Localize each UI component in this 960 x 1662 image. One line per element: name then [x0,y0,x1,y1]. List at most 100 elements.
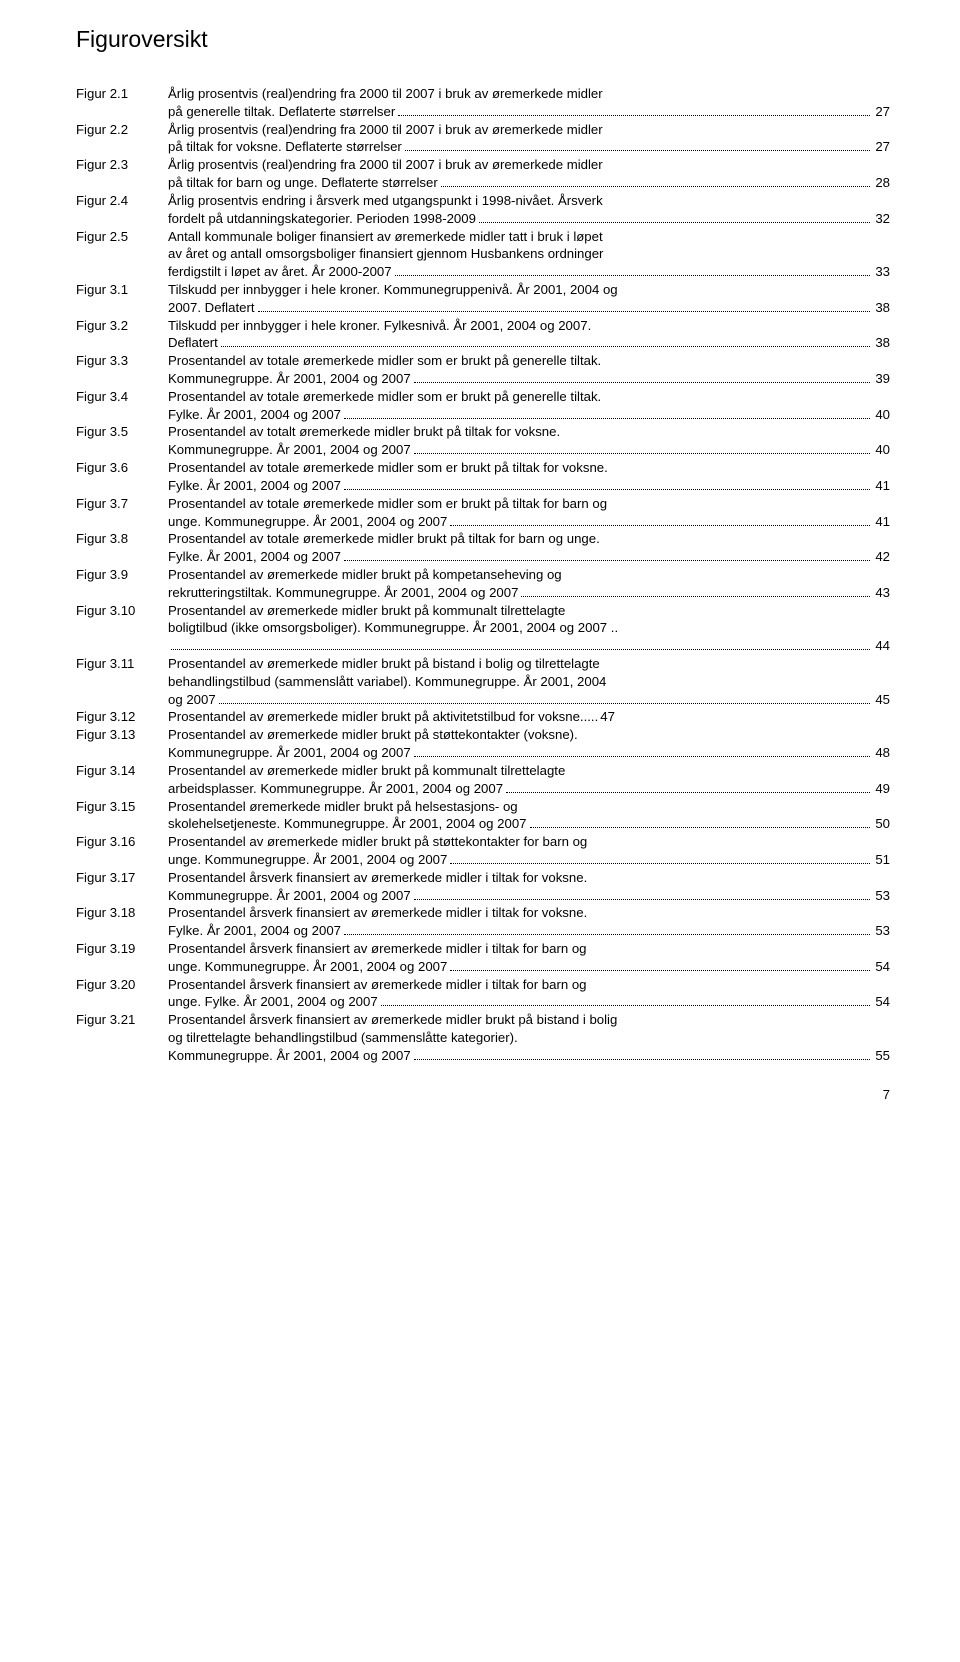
figure-label: Figur 3.18 [76,904,168,940]
dot-leader [414,443,871,454]
entry-text: behandlingstilbud (sammenslått variabel)… [168,673,606,691]
dot-leader [344,924,870,935]
dot-leader [450,960,870,971]
figure-description: Prosentandel øremerkede midler brukt på … [168,798,890,834]
entry-text: Tilskudd per innbygger i hele kroner. Fy… [168,317,591,335]
page-ref: 40 [873,441,890,459]
entry-text: Fylke. År 2001, 2004 og 2007 [168,477,341,495]
figure-description: Årlig prosentvis endring i årsverk med u… [168,192,890,228]
entry-text: og tilrettelagte behandlingstilbud (samm… [168,1029,518,1047]
entry-text: Prosentandel av øremerkede midler brukt … [168,726,578,744]
figure-entry: Figur 2.5Antall kommunale boliger finans… [76,228,890,281]
entry-text: Kommunegruppe. År 2001, 2004 og 2007 [168,744,411,762]
dot-leader [450,514,870,525]
dot-leader [344,407,870,418]
figure-entry: Figur 3.6Prosentandel av totale øremerke… [76,459,890,495]
dot-leader [171,639,870,650]
entry-text: Årlig prosentvis (real)endring fra 2000 … [168,121,603,139]
entry-text: Årlig prosentvis (real)endring fra 2000 … [168,85,603,103]
figure-description: Tilskudd per innbygger i hele kroner. Ko… [168,281,890,317]
entry-text: Prosentandel av totale øremerkede midler… [168,530,600,548]
page-ref: 33 [873,263,890,281]
figure-entry: Figur 3.2Tilskudd per innbygger i hele k… [76,317,890,353]
figure-label: Figur 3.21 [76,1011,168,1064]
entry-text: Prosentandel av totale øremerkede midler… [168,352,601,370]
figure-description: Prosentandel av øremerkede midler brukt … [168,762,890,798]
entry-text: Årlig prosentvis (real)endring fra 2000 … [168,156,603,174]
figure-description: Prosentandel årsverk finansiert av øreme… [168,940,890,976]
dot-leader [395,265,871,276]
figure-entry: Figur 3.13Prosentandel av øremerkede mid… [76,726,890,762]
figure-entry: Figur 3.3Prosentandel av totale øremerke… [76,352,890,388]
entry-text: rekrutteringstiltak. Kommunegruppe. År 2… [168,584,518,602]
figure-entry: Figur 3.14Prosentandel av øremerkede mid… [76,762,890,798]
page-ref: 32 [873,210,890,228]
figure-label: Figur 2.1 [76,85,168,121]
page-title: Figuroversikt [76,26,890,53]
entry-text: arbeidsplasser. Kommunegruppe. År 2001, … [168,780,503,798]
dot-leader [506,781,870,792]
figure-description: Prosentandel av totale øremerkede midler… [168,352,890,388]
entry-text: unge. Kommunegruppe. År 2001, 2004 og 20… [168,513,447,531]
figure-description: Prosentandel av totale øremerkede midler… [168,530,890,566]
entry-text: Prosentandel årsverk finansiert av øreme… [168,869,587,887]
figure-entry: Figur 3.21Prosentandel årsverk finansier… [76,1011,890,1064]
figure-label: Figur 3.11 [76,655,168,708]
entry-text: unge. Fylke. År 2001, 2004 og 2007 [168,993,378,1011]
entry-text: Fylke. År 2001, 2004 og 2007 [168,922,341,940]
figure-label: Figur 3.5 [76,423,168,459]
dot-leader [521,586,870,597]
figure-label: Figur 3.19 [76,940,168,976]
page-ref: 40 [873,406,890,424]
figure-entry: Figur 3.1Tilskudd per innbygger i hele k… [76,281,890,317]
dot-leader [219,692,871,703]
entry-text: Prosentandel av totale øremerkede midler… [168,459,608,477]
entry-text: Kommunegruppe. År 2001, 2004 og 2007 [168,441,411,459]
figure-entry: Figur 3.18Prosentandel årsverk finansier… [76,904,890,940]
entry-text: unge. Kommunegruppe. År 2001, 2004 og 20… [168,958,447,976]
page-ref: 53 [873,922,890,940]
page-ref: 53 [873,887,890,905]
dot-leader [344,550,870,561]
dot-leader [405,140,871,151]
page-ref: 51 [873,851,890,869]
dot-leader [414,746,871,757]
entry-text: Prosentandel av øremerkede midler brukt … [168,708,584,726]
entry-text: Prosentandel av totale øremerkede midler… [168,495,607,513]
entry-text: Prosentandel av øremerkede midler brukt … [168,833,587,851]
page-ref: 47 [598,708,615,726]
page-ref: 54 [873,958,890,976]
entry-text: Årlig prosentvis endring i årsverk med u… [168,192,603,210]
figure-entry: Figur 3.4Prosentandel av totale øremerke… [76,388,890,424]
figure-label: Figur 3.9 [76,566,168,602]
figure-label: Figur 3.6 [76,459,168,495]
entry-text: Deflatert [168,334,218,352]
figure-description: Prosentandel av øremerkede midler brukt … [168,708,890,726]
entry-text: Prosentandel av øremerkede midler brukt … [168,602,565,620]
entry-text: Prosentandel av øremerkede midler brukt … [168,655,600,673]
figure-entry: Figur 3.17Prosentandel årsverk finansier… [76,869,890,905]
page-ref: 54 [873,993,890,1011]
entry-text: 2007. Deflatert [168,299,255,317]
figure-description: Årlig prosentvis (real)endring fra 2000 … [168,121,890,157]
page-ref: 50 [873,815,890,833]
page-ref: 27 [873,138,890,156]
figure-label: Figur 3.3 [76,352,168,388]
entry-text: Prosentandel av øremerkede midler brukt … [168,762,565,780]
dot-leader [258,301,871,312]
figure-entry: Figur 2.4Årlig prosentvis endring i årsv… [76,192,890,228]
entry-text: Tilskudd per innbygger i hele kroner. Ko… [168,281,618,299]
figure-description: Prosentandel av øremerkede midler brukt … [168,566,890,602]
entry-text: Kommunegruppe. År 2001, 2004 og 2007 [168,887,411,905]
entry-text: Kommunegruppe. År 2001, 2004 og 2007 [168,1047,411,1065]
page-ref: 38 [873,299,890,317]
figure-description: Tilskudd per innbygger i hele kroner. Fy… [168,317,890,353]
figure-description: Prosentandel av totale øremerkede midler… [168,459,890,495]
figure-entry: Figur 3.11Prosentandel av øremerkede mid… [76,655,890,708]
dot-leader [479,211,870,222]
entry-text: skolehelsetjeneste. Kommunegruppe. År 20… [168,815,527,833]
figure-label: Figur 3.14 [76,762,168,798]
figure-label: Figur 3.8 [76,530,168,566]
figure-label: Figur 3.13 [76,726,168,762]
page-ref: 39 [873,370,890,388]
